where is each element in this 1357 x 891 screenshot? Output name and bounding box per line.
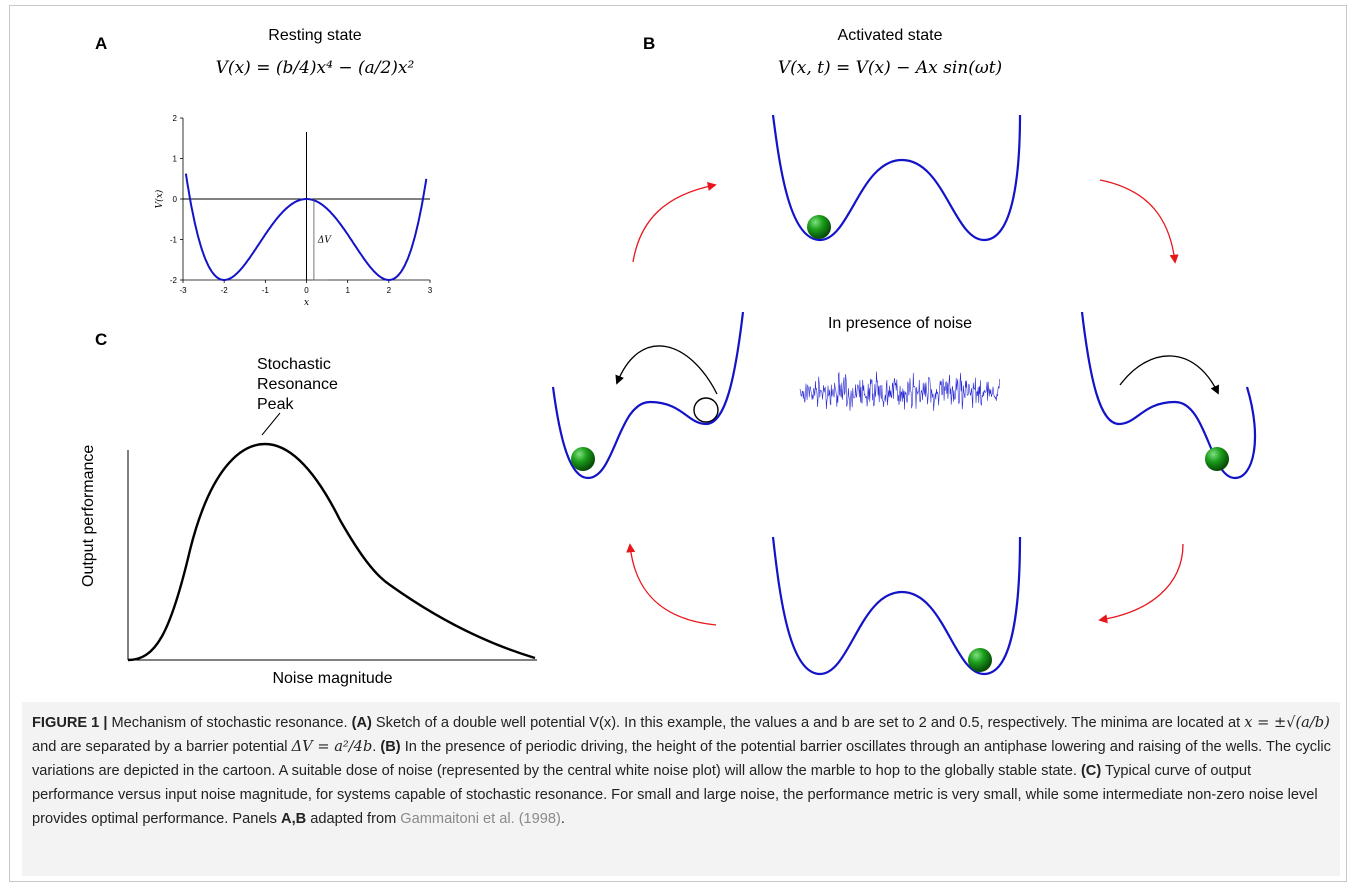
annotation-line-2: Resonance: [257, 376, 338, 393]
x-axis-label: x: [304, 298, 309, 308]
y-tick-label: 2: [173, 114, 178, 123]
white-noise-plot: [799, 371, 1000, 411]
right-marble: [1205, 447, 1229, 471]
delta-v-label: ΔV: [317, 236, 332, 246]
bottom-marble: [968, 648, 992, 672]
performance-curve: [127, 442, 536, 662]
figure-caption: FIGURE 1 | Mechanism of stochastic reson…: [32, 711, 1332, 831]
activated-state-cartoon: [551, 114, 1257, 676]
x-tick-label: 0: [304, 286, 309, 295]
caption-panels-bold: A,B: [281, 811, 307, 827]
panel-label-a: A: [95, 34, 108, 53]
x-tick-label: 1: [345, 286, 350, 295]
panel-c-xlabel: Noise magnitude: [272, 670, 393, 687]
annotation-leader-line: [261, 412, 281, 436]
top-marble: [807, 215, 831, 239]
panel-a-equation: V(x) = (b/4)x⁴ − (a/2)x²: [215, 58, 415, 78]
right-hop-arrow: [1119, 355, 1219, 395]
cycle-arrow-top-right: [1099, 179, 1179, 264]
caption-box: [22, 702, 1340, 876]
bottom-potential-curve: [771, 536, 1022, 676]
panel-label-b: B: [643, 34, 656, 53]
x-tick-label: -3: [179, 286, 187, 295]
caption-a-text-1: Sketch of a double well potential V(x). …: [371, 715, 1245, 731]
sr-peak-annotation: Stochastic Resonance Peak: [257, 355, 338, 415]
y-tick-label: 1: [173, 155, 178, 164]
panel-b-title: Activated state: [837, 27, 943, 44]
x-tick-label: -1: [262, 286, 270, 295]
y-tick-label: -1: [170, 236, 178, 245]
right-potential-curve: [1080, 311, 1257, 480]
caption-b-tag: (B): [380, 739, 401, 755]
left-potential-curve: [551, 311, 745, 480]
panel-label-c: C: [95, 330, 108, 349]
caption-a-tag: (A): [351, 715, 372, 731]
caption-a-text-3: .: [372, 739, 381, 755]
x-tick-label: 2: [387, 286, 392, 295]
cycle-arrow-bottom-right: [1098, 543, 1184, 624]
caption-a-minima: x = ±√(a/b): [1244, 714, 1330, 731]
left-marble: [571, 447, 595, 471]
caption-panels-text: adapted from: [306, 811, 401, 827]
panel-b-equation: V(x, t) = V(x) − Ax sin(ωt): [777, 58, 1003, 78]
caption-b-text: In the presence of periodic driving, the…: [32, 739, 1331, 779]
panel-c-ylabel: Output performance: [80, 444, 97, 587]
caption-c-text: Typical curve of output performance vers…: [32, 763, 1318, 827]
panel-a-title: Resting state: [268, 27, 362, 44]
noise-label: In presence of noise: [827, 315, 973, 332]
citation-link[interactable]: Gammaitoni et al. (1998): [400, 811, 561, 827]
caption-figure-label: FIGURE 1 |: [32, 715, 108, 731]
caption-intro: Mechanism of stochastic resonance.: [107, 715, 352, 731]
annotation-line-1: Stochastic: [257, 356, 331, 373]
caption-c-tag: (C): [1080, 763, 1102, 779]
y-axis-label: V(x): [154, 189, 165, 208]
panel-c-performance-chart: [127, 442, 537, 662]
left-hop-arrow: [615, 345, 718, 395]
caption-panels-prefix: Panels: [228, 811, 282, 827]
cycle-arrow-bottom-left: [626, 543, 717, 626]
left-empty-marble: [693, 397, 719, 423]
potential-curve: [184, 173, 428, 281]
y-tick-label: -2: [170, 276, 178, 285]
caption-a-text-2: and are separated by a barrier potential: [32, 739, 292, 755]
x-tick-label: 3: [428, 286, 433, 295]
annotation-line-3: Peak: [257, 396, 294, 413]
caption-end: .: [560, 811, 565, 827]
y-tick-label: 0: [173, 195, 178, 204]
caption-a-barrier: ΔV = a²/4b: [291, 738, 373, 755]
cycle-arrow-top-left: [632, 181, 717, 263]
x-tick-label: -2: [221, 286, 229, 295]
top-potential-curve: [771, 114, 1022, 242]
